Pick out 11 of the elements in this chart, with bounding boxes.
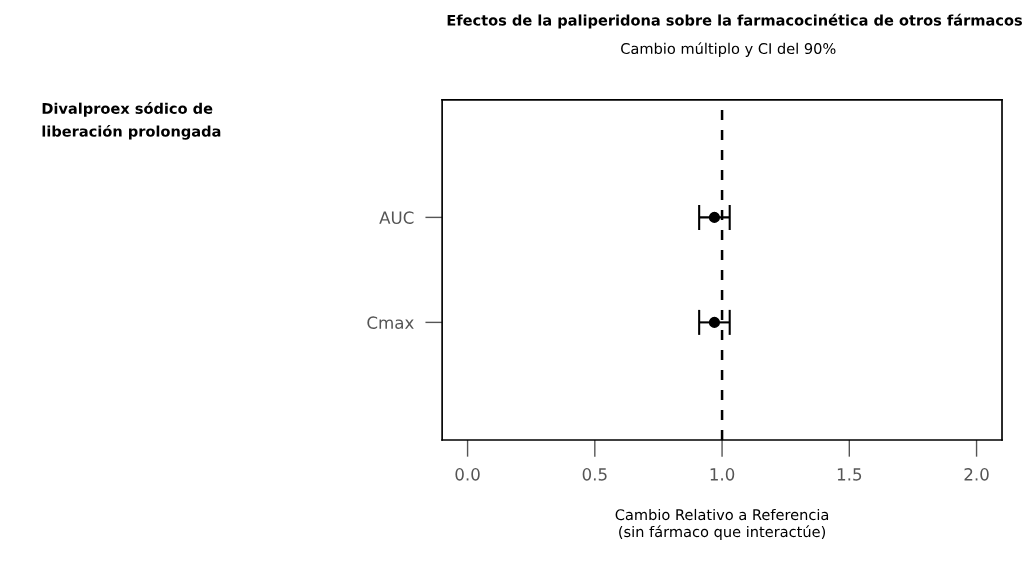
x-tick-label: 1.5 <box>837 468 862 481</box>
x-tick-label: 0.0 <box>455 468 480 481</box>
text: Divalproex sódico de liberación prolongada <box>42 102 221 140</box>
x-axis-title: Cambio Relativo a Referencia (sin fármaco que interactúe) <box>615 508 829 541</box>
y-tick-label: AUC <box>379 211 414 224</box>
y-tick-label: Cmax <box>367 316 414 329</box>
chart-subtitle: Cambio múltiplo y CI del 90% <box>621 42 836 57</box>
x-tick-label: 2.0 <box>964 468 989 481</box>
chart-title: Efectos de la paliperidona sobre la farmacocinética de otros fármacos <box>447 13 1022 29</box>
x-tick-label: 0.5 <box>582 468 607 481</box>
x-tick-label: 1.0 <box>710 468 735 481</box>
